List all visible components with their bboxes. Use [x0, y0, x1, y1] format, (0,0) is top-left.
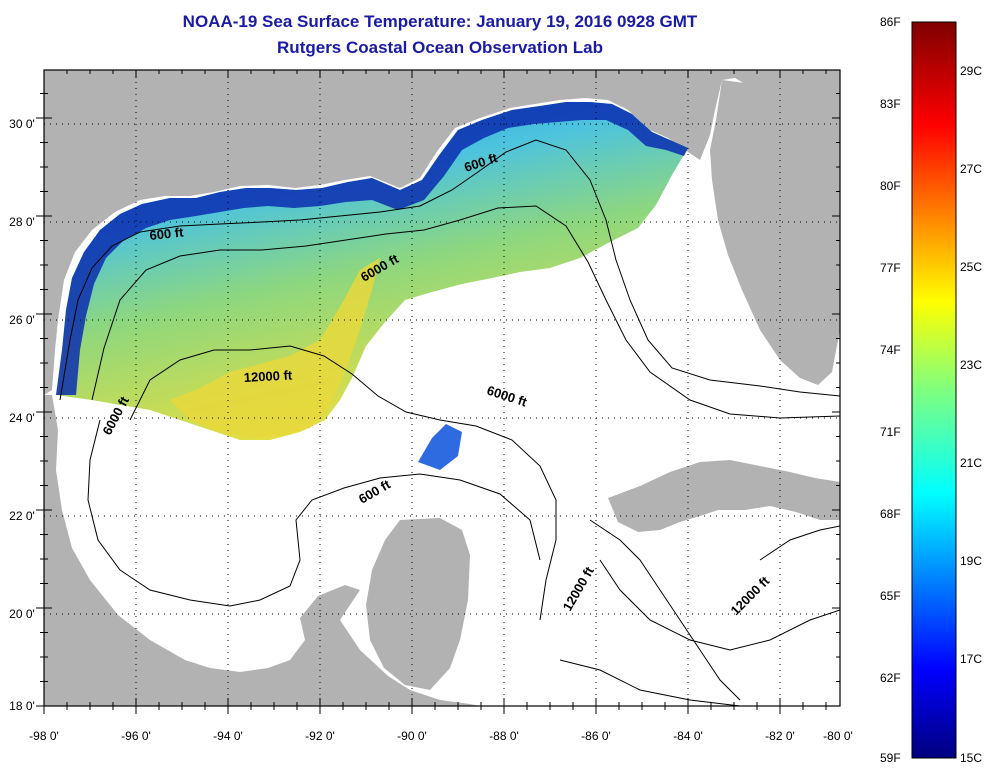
colorbar-f-label: 83F	[880, 97, 901, 111]
colorbar-f-label: 71F	[880, 425, 901, 439]
colorbar-c-label: 27C	[960, 162, 982, 176]
colorbar-f-label: 59F	[880, 751, 901, 765]
lat-label: 26 0'	[9, 313, 35, 327]
graticule	[44, 70, 840, 706]
land-us	[44, 70, 840, 395]
map-subtitle: Rutgers Coastal Ocean Observation Lab	[277, 38, 603, 57]
lat-label: 28 0'	[9, 215, 35, 229]
sst-small-patch	[418, 424, 462, 470]
colorbar-f-label: 68F	[880, 507, 901, 521]
lon-label: -90 0'	[397, 729, 427, 743]
map-title: NOAA-19 Sea Surface Temperature: January…	[182, 12, 698, 31]
colorbar-c-label: 15C	[960, 751, 982, 765]
bathymetry-contours	[59, 139, 840, 706]
colorbar-f-label: 65F	[880, 589, 901, 603]
colorbar-f-label: 62F	[880, 671, 901, 685]
contour-label: 600 ft	[149, 224, 185, 243]
contour-label: 12000 ft	[243, 367, 293, 385]
sst-warm-pocket	[170, 258, 380, 438]
lat-label: 22 0'	[9, 509, 35, 523]
land-mexico	[44, 395, 480, 706]
colorbar-c-label: 29C	[960, 64, 982, 78]
lon-label: -82 0'	[765, 729, 795, 743]
lon-label: -92 0'	[305, 729, 335, 743]
longitude-labels: -98 0' -96 0' -94 0' -92 0' -90 0' -88 0…	[29, 729, 853, 743]
land-cuba	[608, 460, 840, 532]
colorbar-f-labels: 86F 83F 80F 77F 74F 71F 68F 65F 62F 59F	[880, 15, 901, 765]
lat-label: 18 0'	[9, 699, 35, 713]
colorbar-c-label: 19C	[960, 554, 982, 568]
land-florida	[710, 80, 840, 385]
latitude-labels: 30 0' 28 0' 26 0' 24 0' 22 0' 20 0' 18 0…	[9, 117, 35, 713]
colorbar-c-label: 17C	[960, 652, 982, 666]
colorbar-f-label: 74F	[880, 343, 901, 357]
lon-label: -94 0'	[213, 729, 243, 743]
lon-label: -84 0'	[673, 729, 703, 743]
colorbar-c-label: 25C	[960, 260, 982, 274]
colorbar-f-label: 86F	[880, 15, 901, 29]
colorbar-c-label: 21C	[960, 456, 982, 470]
lat-label: 24 0'	[9, 411, 35, 425]
land-yucatan	[366, 518, 470, 690]
lat-label: 20 0'	[9, 607, 35, 621]
colorbar-c-labels: 29C 27C 25C 23C 21C 19C 17C 15C	[960, 64, 982, 765]
colorbar-c-label: 23C	[960, 358, 982, 372]
lon-label: -98 0'	[29, 729, 59, 743]
lat-label: 30 0'	[9, 117, 35, 131]
colorbar-f-label: 77F	[880, 261, 901, 275]
colorbar	[911, 21, 957, 759]
lon-label: -86 0'	[581, 729, 611, 743]
lon-label: -80 0'	[823, 729, 853, 743]
axis-ticks	[36, 70, 840, 714]
colorbar-f-label: 80F	[880, 179, 901, 193]
lon-label: -88 0'	[489, 729, 519, 743]
lon-label: -96 0'	[121, 729, 151, 743]
